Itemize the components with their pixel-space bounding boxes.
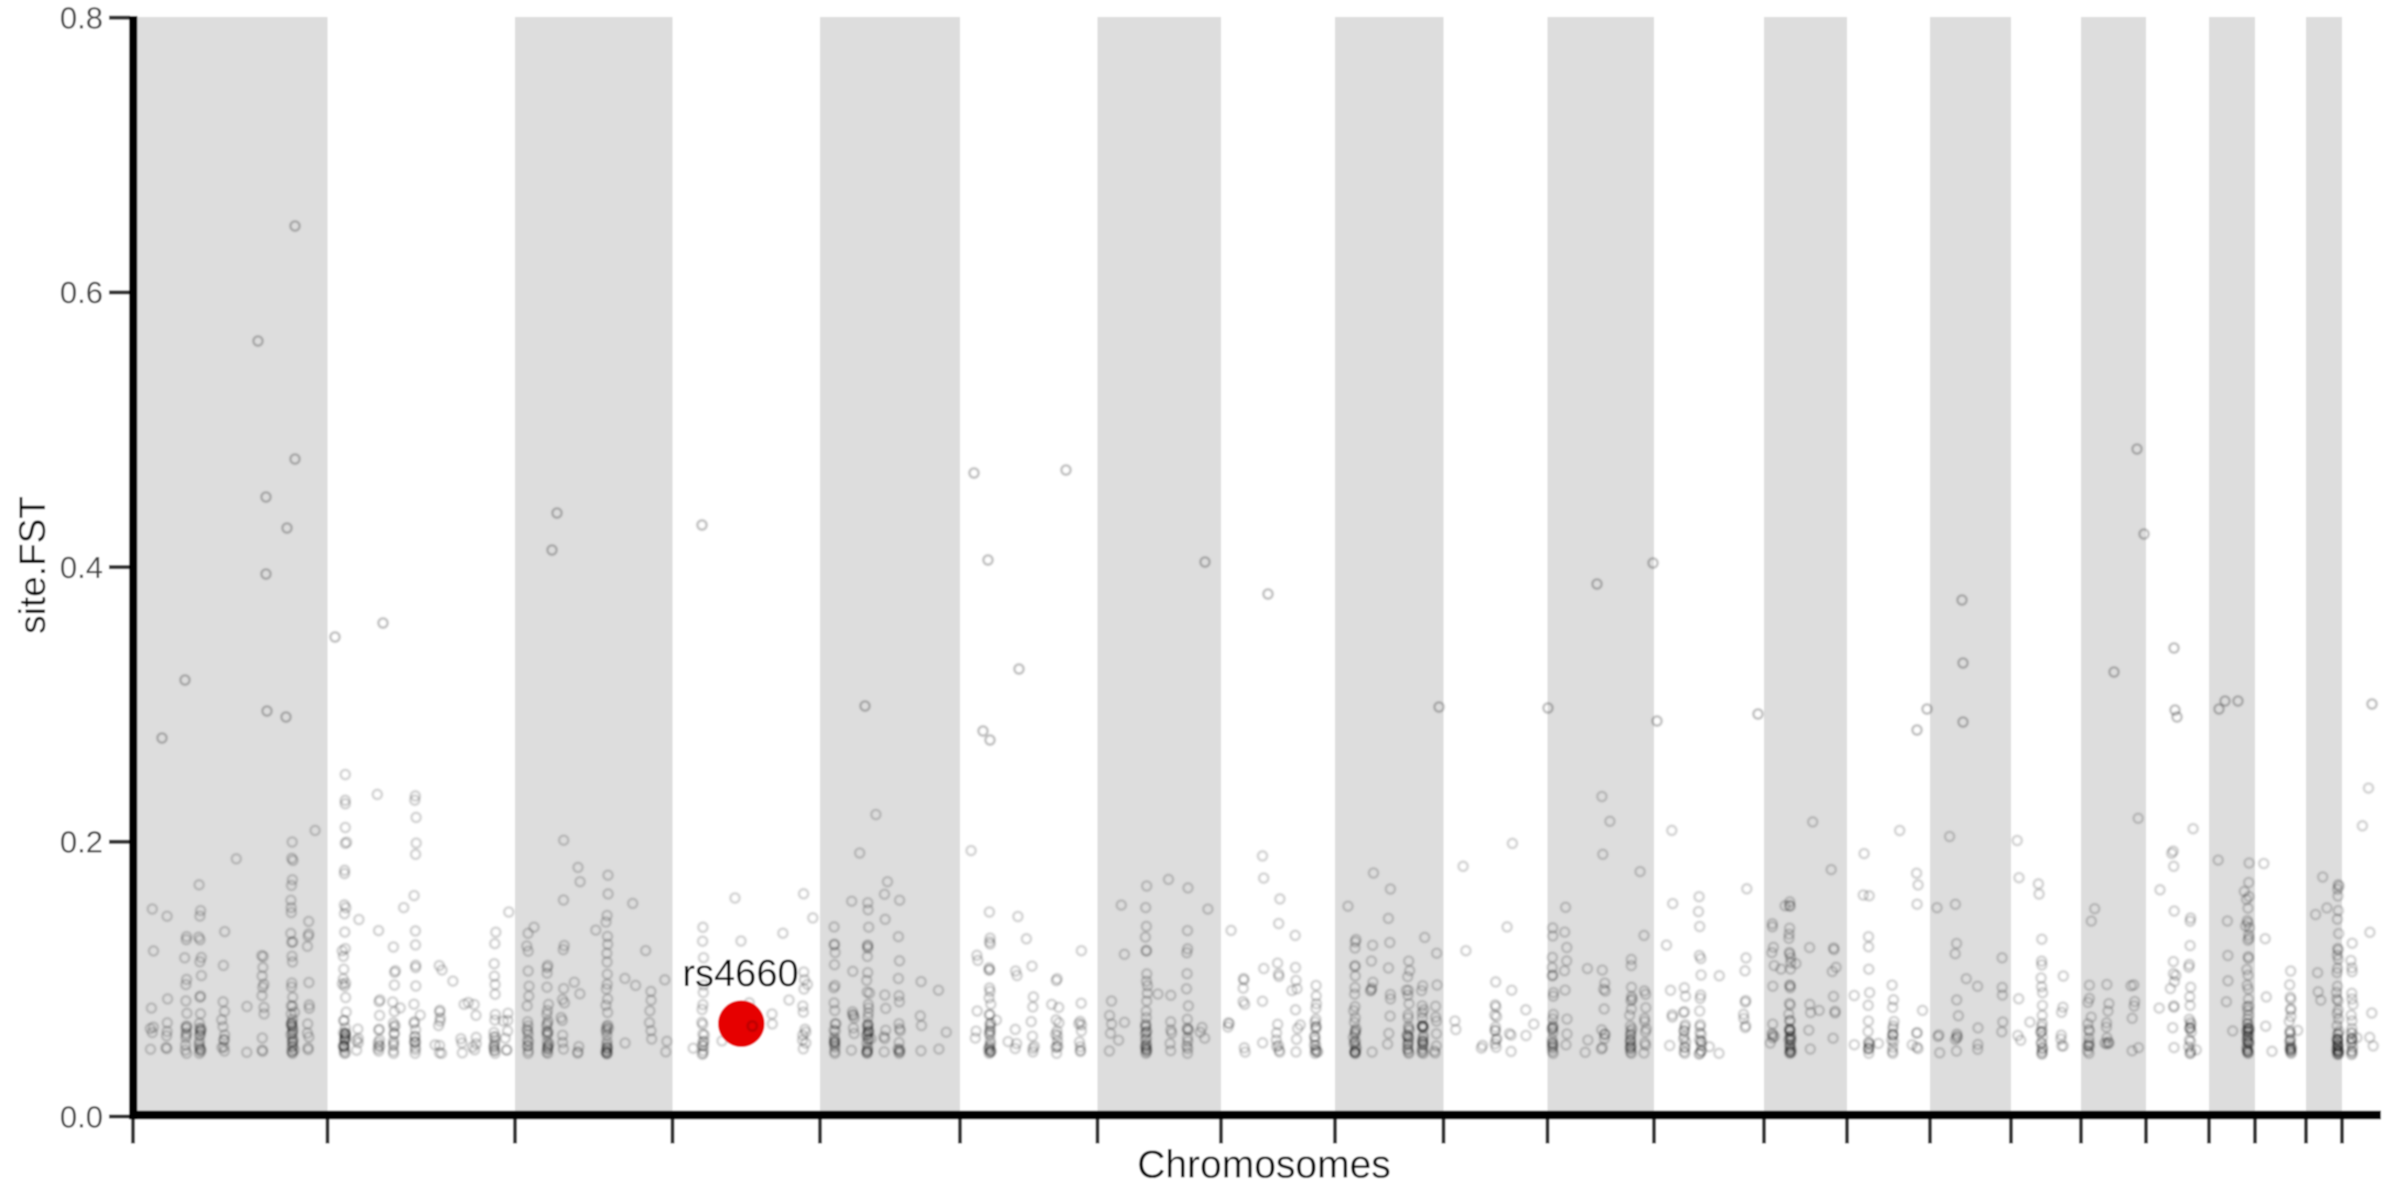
svg-text:rs4660: rs4660	[682, 953, 798, 995]
svg-text:0.6: 0.6	[60, 275, 103, 310]
svg-text:0.8: 0.8	[60, 1, 103, 36]
svg-text:site.FST: site.FST	[12, 496, 53, 634]
svg-text:0.4: 0.4	[60, 550, 103, 585]
svg-text:0.2: 0.2	[60, 825, 103, 860]
svg-text:0.0: 0.0	[60, 1099, 103, 1134]
svg-text:Chromosomes: Chromosomes	[1137, 1144, 1391, 1187]
